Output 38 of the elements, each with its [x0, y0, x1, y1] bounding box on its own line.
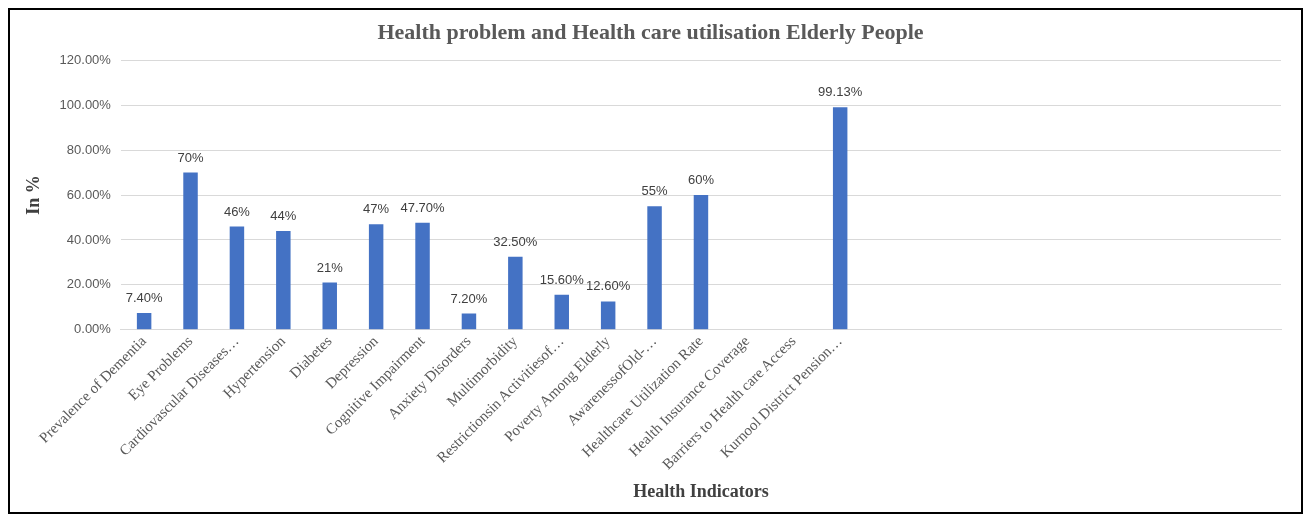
data-label: 70% — [177, 149, 204, 165]
y-tick-label: 60.00% — [66, 186, 112, 202]
data-label: 15.60% — [539, 271, 585, 287]
data-label: 21% — [316, 259, 344, 275]
y-tick-label: 40.00% — [66, 231, 112, 247]
data-label: 47% — [363, 201, 390, 217]
data-label: 7.40% — [125, 290, 163, 306]
y-axis-title: In % — [23, 175, 44, 215]
bar — [183, 172, 198, 330]
data-label: 12.60% — [586, 278, 631, 294]
x-axis-title: Health Indicators — [633, 480, 769, 501]
data-label: 7.20% — [450, 290, 488, 306]
bar — [508, 256, 523, 330]
bar — [276, 230, 291, 330]
bar — [832, 107, 848, 330]
data-label: 60% — [687, 172, 715, 188]
chart-title: Health problem and Health care utilisation Elderly People — [377, 18, 924, 44]
bar — [229, 226, 245, 330]
bar — [647, 206, 662, 330]
bar — [554, 294, 569, 330]
y-tick-label: 80.00% — [66, 141, 112, 157]
bar — [693, 195, 709, 330]
bar — [368, 224, 384, 330]
y-tick-label: 0.00% — [74, 321, 112, 337]
bar — [600, 301, 616, 330]
data-label: 44% — [270, 208, 297, 224]
data-label: 99.13% — [818, 84, 863, 100]
y-tick-label: 20.00% — [66, 276, 112, 292]
bar — [461, 313, 477, 330]
data-label: 47.70% — [400, 199, 446, 215]
bar — [136, 313, 152, 330]
y-tick-label: 100.00% — [59, 96, 112, 112]
y-tick-label: 120.00% — [59, 51, 112, 67]
bar — [415, 222, 430, 330]
data-label: 46% — [223, 203, 251, 219]
data-label: 55% — [641, 183, 668, 199]
bar — [322, 282, 337, 330]
data-label: 32.50% — [493, 233, 538, 249]
